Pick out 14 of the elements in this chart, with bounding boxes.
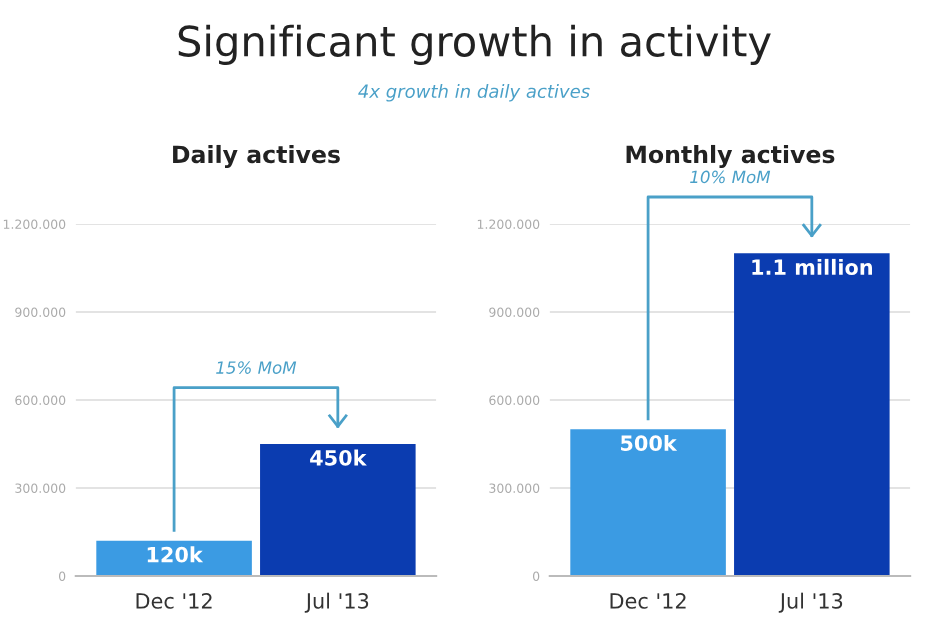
chart-title: Monthly actives [626, 144, 835, 168]
data-label: 500k [621, 434, 678, 452]
x-tick-label: Jul '13 [778, 592, 843, 613]
chart-title: Daily actives [173, 144, 340, 168]
x-tick-label: Dec '12 [610, 593, 686, 609]
text: Significant growth in activity [178, 24, 771, 65]
data-label: 120k [147, 546, 204, 563]
data-label: 450k [310, 449, 367, 466]
x-tick-label: Jul '13 [304, 592, 369, 613]
annotation: 15% MoM [216, 361, 297, 374]
x-tick-label: Dec '12 [136, 593, 212, 609]
text: 4x growth in daily actives [358, 84, 590, 102]
text: 10% MoM [690, 170, 771, 184]
data-label: 1.1 million [752, 258, 872, 276]
